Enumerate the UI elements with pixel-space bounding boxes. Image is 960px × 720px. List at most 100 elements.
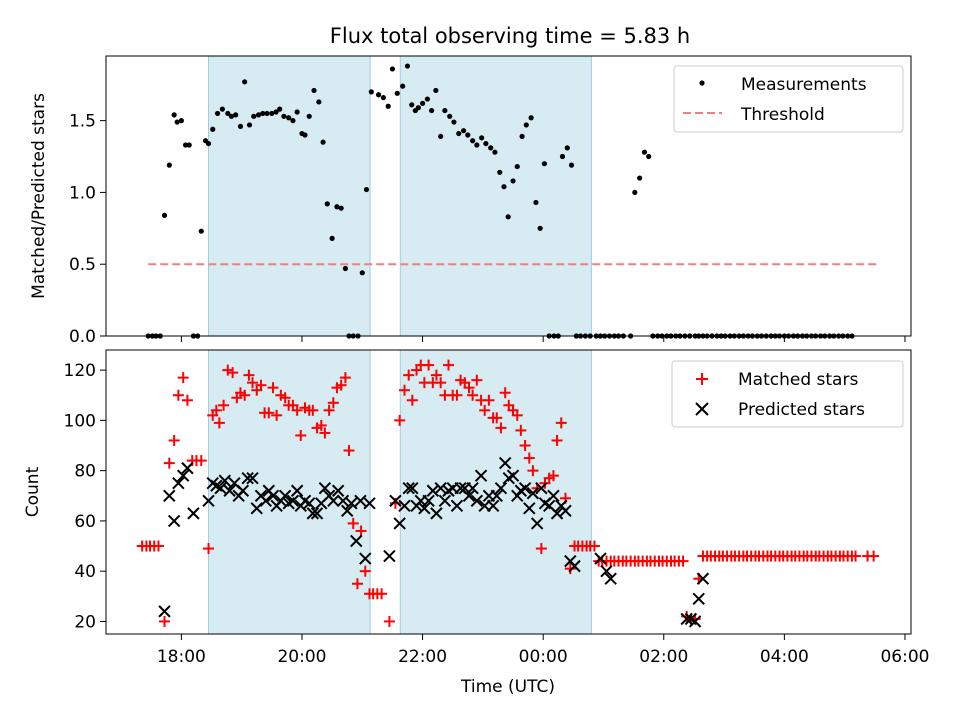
predicted-star-point: [434, 482, 447, 495]
matched-star-point: [588, 540, 600, 552]
matched-star-point: [443, 359, 455, 371]
measurement-point: [342, 265, 348, 272]
measurement-point: [568, 162, 575, 168]
predicted-star-point: [398, 499, 411, 513]
bottom-plot-frame: [105, 349, 912, 635]
matched-star-point: [491, 412, 503, 424]
measurement-point: [460, 128, 467, 134]
xtick-label: 20:00: [277, 647, 326, 667]
measurement-point: [161, 212, 168, 218]
measurement-point: [320, 139, 326, 145]
predicted-star-point: [506, 469, 520, 482]
matched-star-point: [227, 367, 239, 379]
measurement-point: [400, 83, 406, 89]
matched-star-point: [168, 434, 180, 446]
predicted-star-point: [389, 494, 402, 508]
predicted-star-point: [345, 497, 358, 510]
top-plot-frame: [105, 55, 912, 337]
measurement-point: [171, 112, 177, 118]
predicted-star-point: [158, 605, 171, 618]
matched-star-point: [335, 379, 347, 391]
matched-star-point: [359, 565, 371, 577]
xtick-label: 06:00: [880, 647, 929, 667]
measurement-point: [286, 115, 292, 121]
measurement-point: [637, 175, 643, 181]
measurement-point: [316, 99, 322, 105]
bottom-ytick-label: 80: [74, 462, 96, 482]
predicted-star-point: [450, 499, 464, 513]
measurement-point: [306, 113, 312, 119]
legend-predicted-marker: [695, 402, 709, 416]
matched-star-point: [523, 452, 535, 464]
measurement-point: [559, 153, 566, 160]
bottom-panel: 20 40 60 80 100 120 18:00 20:00 22:00 00:00 02:00…: [23, 349, 929, 697]
predicted-star-point: [187, 507, 200, 520]
matched-star-point: [339, 372, 351, 384]
measurement-point: [465, 132, 471, 138]
matched-star-point: [210, 404, 222, 416]
measurement-point: [225, 110, 231, 117]
measurement-point: [429, 107, 435, 114]
matched-star-point: [307, 404, 319, 416]
matched-star-point: [152, 540, 164, 552]
bottom-ytick-label: 100: [64, 411, 96, 431]
matched-star-point: [868, 550, 880, 562]
measurement-point: [237, 123, 244, 129]
measurement-point: [178, 118, 184, 124]
predicted-star-point: [474, 469, 488, 482]
matched-star-point: [295, 429, 307, 441]
matched-star-point: [271, 409, 283, 421]
measurement-point: [646, 153, 652, 160]
measurement-point: [205, 140, 212, 147]
matched-star-point: [319, 427, 331, 439]
predicted-star-point: [604, 572, 617, 585]
predicted-star-point: [530, 517, 544, 530]
predicted-star-point: [218, 474, 231, 487]
top-ylabel: Matched/Predicted stars: [29, 93, 49, 299]
matched-star-point: [547, 470, 559, 482]
predicted-star-point: [202, 494, 215, 508]
predicted-star-point: [688, 615, 702, 628]
measurement-point: [290, 118, 296, 124]
measurement-point: [219, 106, 225, 112]
matched-star-point: [247, 377, 259, 389]
matched-star-point: [451, 389, 463, 401]
measurement-point: [246, 122, 253, 128]
matched-star-point: [218, 399, 230, 411]
bottom-ytick-label: 40: [74, 562, 96, 582]
x-axis-label: Time (UTC): [460, 677, 555, 697]
predicted-star-point: [331, 484, 345, 497]
legend-threshold-label: Threshold: [740, 105, 825, 125]
xtick-label: 18:00: [157, 647, 206, 667]
top-legend: Measurements Threshold: [673, 65, 904, 133]
matched-star-point: [181, 394, 193, 406]
matched-star-point: [239, 389, 251, 401]
predicted-star-point: [594, 552, 607, 565]
chart-title: Flux total observing time = 5.83 h: [330, 24, 690, 48]
legend-predicted-label: Predicted stars: [738, 400, 865, 420]
predicted-star-point: [518, 482, 532, 495]
predicted-star-point: [526, 487, 540, 500]
predicted-star-point: [438, 494, 452, 508]
matched-star-point: [435, 377, 447, 389]
matched-star-point: [177, 372, 189, 384]
measurement-point: [424, 96, 430, 102]
top-ytick-label: 1.0: [69, 183, 96, 203]
measurement-point: [447, 113, 453, 119]
measurement-point: [501, 184, 507, 190]
matched-star-point: [471, 374, 483, 386]
predicted-star-point: [172, 476, 185, 490]
matched-star-point: [172, 389, 184, 401]
matched-star-point: [351, 578, 363, 590]
predicted-star-point: [600, 564, 613, 578]
measurement-point: [528, 115, 534, 121]
bottom-ylabel: Count: [23, 466, 43, 517]
matched-star-point: [267, 382, 279, 394]
predicted-star-point: [490, 489, 503, 502]
predicted-star-point: [402, 482, 415, 495]
predicted-star-point: [523, 502, 536, 515]
measurement-point: [363, 186, 370, 193]
matched-star-point: [403, 369, 415, 381]
measurement-point: [380, 95, 386, 101]
measurement-point: [385, 103, 391, 109]
